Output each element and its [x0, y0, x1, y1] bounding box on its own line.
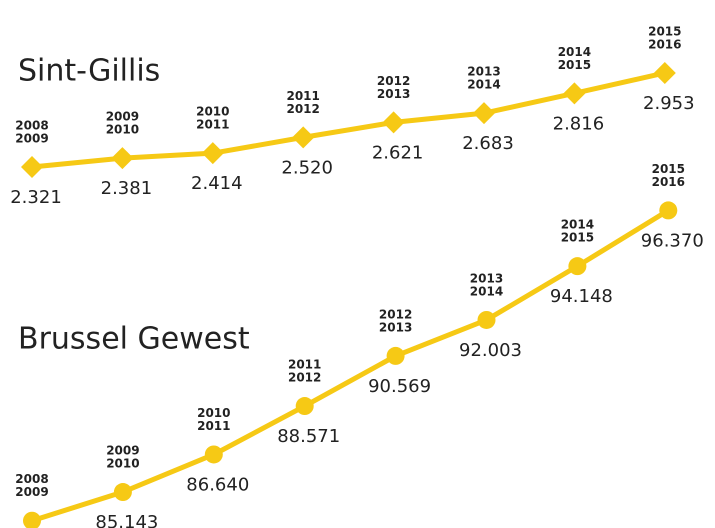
category-label: 2009: [15, 485, 48, 499]
value-label: 2.683: [462, 133, 514, 154]
marker: [473, 102, 495, 125]
category-label: 2013: [379, 320, 412, 334]
category-label: 2011: [286, 89, 319, 103]
value-label: 2.321: [10, 187, 62, 208]
category-label: 2011: [197, 419, 230, 433]
category-label: 2013: [377, 87, 410, 101]
value-label: 88.571: [277, 426, 340, 447]
category-label: 2012: [377, 74, 410, 88]
marker: [386, 346, 405, 365]
value-label: 2.816: [553, 113, 605, 134]
value-label: 94.148: [550, 286, 613, 307]
category-label: 2010: [106, 457, 139, 471]
category-label: 2009: [15, 132, 48, 146]
category-label: 2012: [286, 102, 319, 116]
value-label: 2.414: [191, 173, 243, 194]
marker: [113, 483, 132, 502]
category-label: 2009: [106, 444, 139, 458]
category-label: 2011: [288, 358, 321, 372]
category-label: 2009: [106, 110, 139, 124]
marker: [653, 61, 676, 84]
marker: [201, 142, 224, 165]
category-label: 2012: [379, 307, 412, 321]
category-label: 2015: [561, 231, 594, 245]
category-label: 2014: [558, 45, 591, 59]
chart-title: Brussel Gewest: [18, 322, 250, 357]
value-label: 92.003: [459, 340, 522, 361]
marker: [568, 257, 587, 276]
marker: [659, 201, 678, 220]
value-label: 2.621: [372, 142, 424, 163]
category-label: 2013: [470, 271, 503, 285]
marker: [21, 156, 43, 179]
category-label: 2016: [652, 175, 685, 189]
category-label: 2015: [648, 24, 681, 38]
category-label: 2010: [197, 406, 230, 420]
category-label: 2014: [467, 78, 500, 92]
value-label: 85.143: [95, 512, 158, 528]
line: [31, 208, 670, 524]
category-label: 2014: [561, 218, 594, 232]
marker: [292, 126, 315, 149]
marker: [111, 147, 134, 170]
category-label: 2012: [288, 371, 321, 385]
category-label: 2008: [15, 119, 48, 133]
marker: [295, 397, 314, 416]
value-label: 2.953: [643, 93, 695, 114]
marker: [382, 111, 405, 134]
marker: [204, 445, 223, 464]
value-label: 86.640: [186, 474, 249, 495]
marker: [23, 511, 41, 528]
category-label: 2010: [106, 123, 139, 137]
category-label: 2011: [196, 118, 229, 132]
category-label: 2013: [467, 65, 500, 79]
category-label: 2015: [558, 58, 591, 72]
category-label: 2016: [648, 37, 681, 51]
category-label: 2015: [652, 162, 685, 176]
category-label: 2014: [470, 284, 503, 298]
value-label: 90.569: [368, 376, 431, 397]
chart-title: Sint-Gillis: [18, 54, 160, 89]
line: [31, 70, 666, 170]
value-label: 2.520: [281, 157, 333, 178]
value-label: 96.370: [641, 230, 704, 251]
marker: [563, 82, 586, 105]
marker: [477, 310, 496, 329]
category-label: 2008: [15, 472, 48, 486]
category-label: 2010: [196, 105, 229, 119]
value-label: 2.381: [101, 178, 153, 199]
